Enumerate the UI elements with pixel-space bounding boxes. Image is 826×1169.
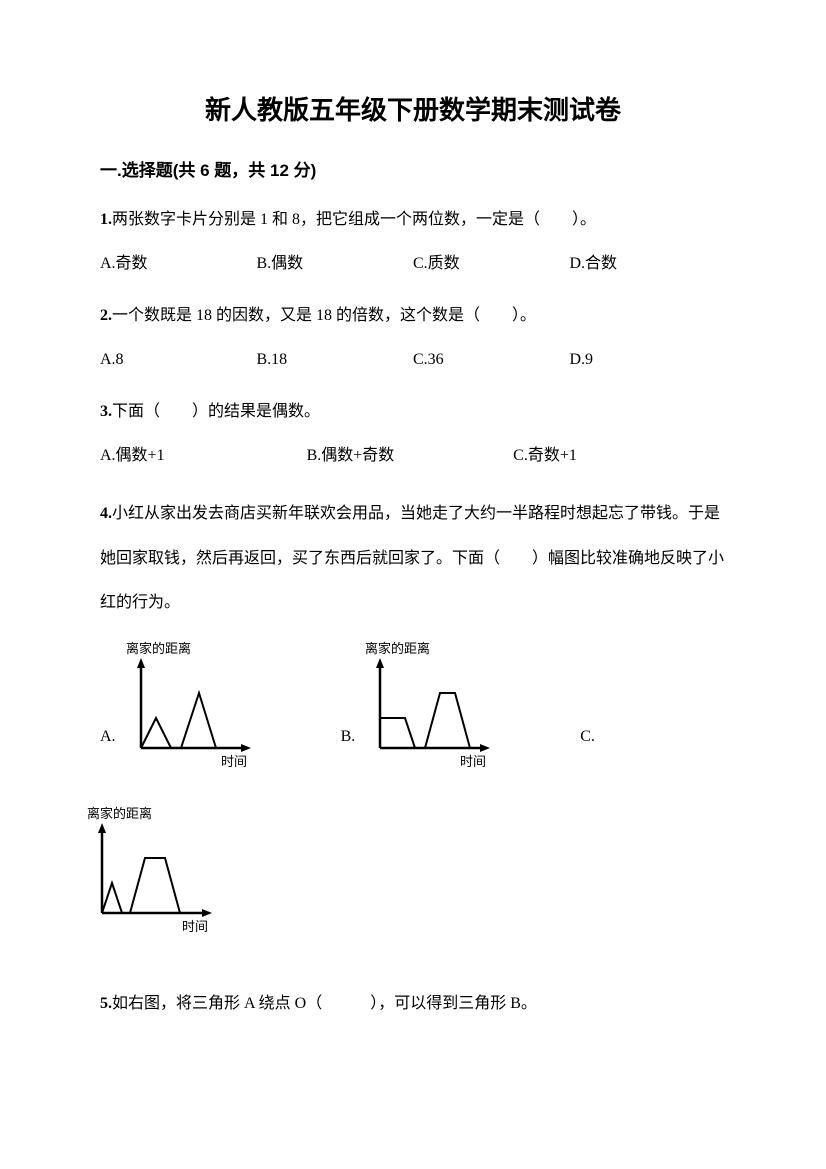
question-3-body: 下面（ ）的结果是偶数。 bbox=[112, 403, 320, 420]
q4-graph-b-container: B. 离家的距离 时间 bbox=[341, 638, 501, 773]
q4-graph-b: 离家的距离 时间 bbox=[360, 638, 500, 773]
q4-graph-a: 离家的距离 时间 bbox=[121, 638, 261, 773]
q2-option-a: A.8 bbox=[100, 344, 257, 376]
question-3-options: A.偶数+1 B.偶数+奇数 C.奇数+1 bbox=[100, 440, 726, 472]
q4-option-c-letter: C. bbox=[580, 721, 595, 773]
question-3-num: 3. bbox=[100, 403, 112, 420]
section-1-header: 一.选择题(共 6 题，共 12 分) bbox=[100, 157, 726, 184]
q4-option-a-letter: A. bbox=[100, 721, 116, 773]
question-2-num: 2. bbox=[100, 307, 112, 324]
q4c-xlabel: 时间 bbox=[182, 919, 208, 934]
q4-graph-c: 离家的距离 时间 bbox=[82, 803, 222, 938]
question-2: 2.一个数既是 18 的因数，又是 18 的倍数，这个数是（ ）。 A.8 B.… bbox=[100, 300, 726, 376]
q2-option-d: D.9 bbox=[570, 344, 727, 376]
q4b-xlabel: 时间 bbox=[460, 754, 486, 769]
q1-option-d: D.合数 bbox=[570, 248, 727, 280]
q4-option-b-letter: B. bbox=[341, 721, 356, 773]
question-5-num: 5. bbox=[100, 995, 112, 1012]
q4c-ylabel: 离家的距离 bbox=[87, 806, 152, 821]
q1-option-b: B.偶数 bbox=[257, 248, 414, 280]
question-2-options: A.8 B.18 C.36 D.9 bbox=[100, 344, 726, 376]
question-3-text: 3.下面（ ）的结果是偶数。 bbox=[100, 396, 726, 428]
q3-option-b: B.偶数+奇数 bbox=[307, 440, 514, 472]
question-4-graphs-row1: A. 离家的距离 时间 B. 离家的距离 时间 bbox=[100, 638, 726, 793]
q4a-xlabel: 时间 bbox=[221, 754, 247, 769]
question-2-body: 一个数既是 18 的因数，又是 18 的倍数，这个数是（ ）。 bbox=[112, 307, 536, 324]
question-1-num: 1. bbox=[100, 211, 112, 228]
question-4-graphs-row2: 离家的距离 时间 bbox=[100, 803, 726, 958]
q1-option-a: A.奇数 bbox=[100, 248, 257, 280]
question-3: 3.下面（ ）的结果是偶数。 A.偶数+1 B.偶数+奇数 C.奇数+1 bbox=[100, 396, 726, 472]
q2-option-b: B.18 bbox=[257, 344, 414, 376]
question-1-options: A.奇数 B.偶数 C.质数 D.合数 bbox=[100, 248, 726, 280]
q2-option-c: C.36 bbox=[413, 344, 570, 376]
question-1-text: 1.两张数字卡片分别是 1 和 8，把它组成一个两位数，一定是（ ）。 bbox=[100, 204, 726, 236]
q4-graph-c-container: 离家的距离 时间 bbox=[82, 803, 222, 938]
question-1: 1.两张数字卡片分别是 1 和 8，把它组成一个两位数，一定是（ ）。 A.奇数… bbox=[100, 204, 726, 280]
q4a-ylabel: 离家的距离 bbox=[126, 641, 191, 656]
q1-option-c: C.质数 bbox=[413, 248, 570, 280]
question-4: 4.小红从家出发去商店买新年联欢会用品，当她走了大约一半路程时想起忘了带钱。于是… bbox=[100, 492, 726, 958]
question-4-body: 小红从家出发去商店买新年联欢会用品，当她走了大约一半路程时想起忘了带钱。于是她回… bbox=[100, 505, 724, 612]
question-1-body: 两张数字卡片分别是 1 和 8，把它组成一个两位数，一定是（ ）。 bbox=[112, 211, 596, 228]
document-title: 新人教版五年级下册数学期末测试卷 bbox=[100, 90, 726, 132]
question-4-text: 4.小红从家出发去商店买新年联欢会用品，当她走了大约一半路程时想起忘了带钱。于是… bbox=[100, 492, 726, 626]
question-5-text: 5.如右图，将三角形 A 绕点 O（ ），可以得到三角形 B。 bbox=[100, 988, 726, 1020]
question-2-text: 2.一个数既是 18 的因数，又是 18 的倍数，这个数是（ ）。 bbox=[100, 300, 726, 332]
q4-graph-c-letter-only: C. bbox=[580, 721, 600, 773]
q4-graph-a-container: A. 离家的距离 时间 bbox=[100, 638, 261, 773]
question-5: 5.如右图，将三角形 A 绕点 O（ ），可以得到三角形 B。 bbox=[100, 988, 726, 1020]
question-5-body: 如右图，将三角形 A 绕点 O（ ），可以得到三角形 B。 bbox=[112, 995, 537, 1012]
q3-option-a: A.偶数+1 bbox=[100, 440, 307, 472]
q4b-ylabel: 离家的距离 bbox=[365, 641, 430, 656]
q3-option-c: C.奇数+1 bbox=[513, 440, 720, 472]
question-4-num: 4. bbox=[100, 505, 112, 522]
